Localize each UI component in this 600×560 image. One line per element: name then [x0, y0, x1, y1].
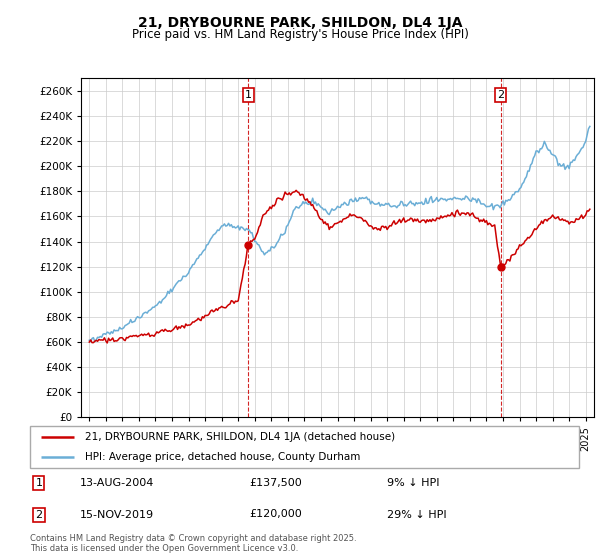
Text: Price paid vs. HM Land Registry's House Price Index (HPI): Price paid vs. HM Land Registry's House …	[131, 28, 469, 41]
Text: 29% ↓ HPI: 29% ↓ HPI	[387, 510, 446, 520]
Text: 13-AUG-2004: 13-AUG-2004	[79, 478, 154, 488]
Text: Contains HM Land Registry data © Crown copyright and database right 2025.
This d: Contains HM Land Registry data © Crown c…	[30, 534, 356, 553]
Text: 2: 2	[35, 510, 43, 520]
Text: £120,000: £120,000	[250, 510, 302, 520]
Text: 21, DRYBOURNE PARK, SHILDON, DL4 1JA (detached house): 21, DRYBOURNE PARK, SHILDON, DL4 1JA (de…	[85, 432, 395, 442]
Text: £137,500: £137,500	[250, 478, 302, 488]
Text: 15-NOV-2019: 15-NOV-2019	[79, 510, 154, 520]
Text: HPI: Average price, detached house, County Durham: HPI: Average price, detached house, Coun…	[85, 452, 360, 462]
Text: 1: 1	[35, 478, 43, 488]
FancyBboxPatch shape	[30, 426, 579, 468]
Text: 9% ↓ HPI: 9% ↓ HPI	[387, 478, 439, 488]
Text: 2: 2	[497, 90, 505, 100]
Text: 1: 1	[245, 90, 252, 100]
Text: 21, DRYBOURNE PARK, SHILDON, DL4 1JA: 21, DRYBOURNE PARK, SHILDON, DL4 1JA	[138, 16, 462, 30]
